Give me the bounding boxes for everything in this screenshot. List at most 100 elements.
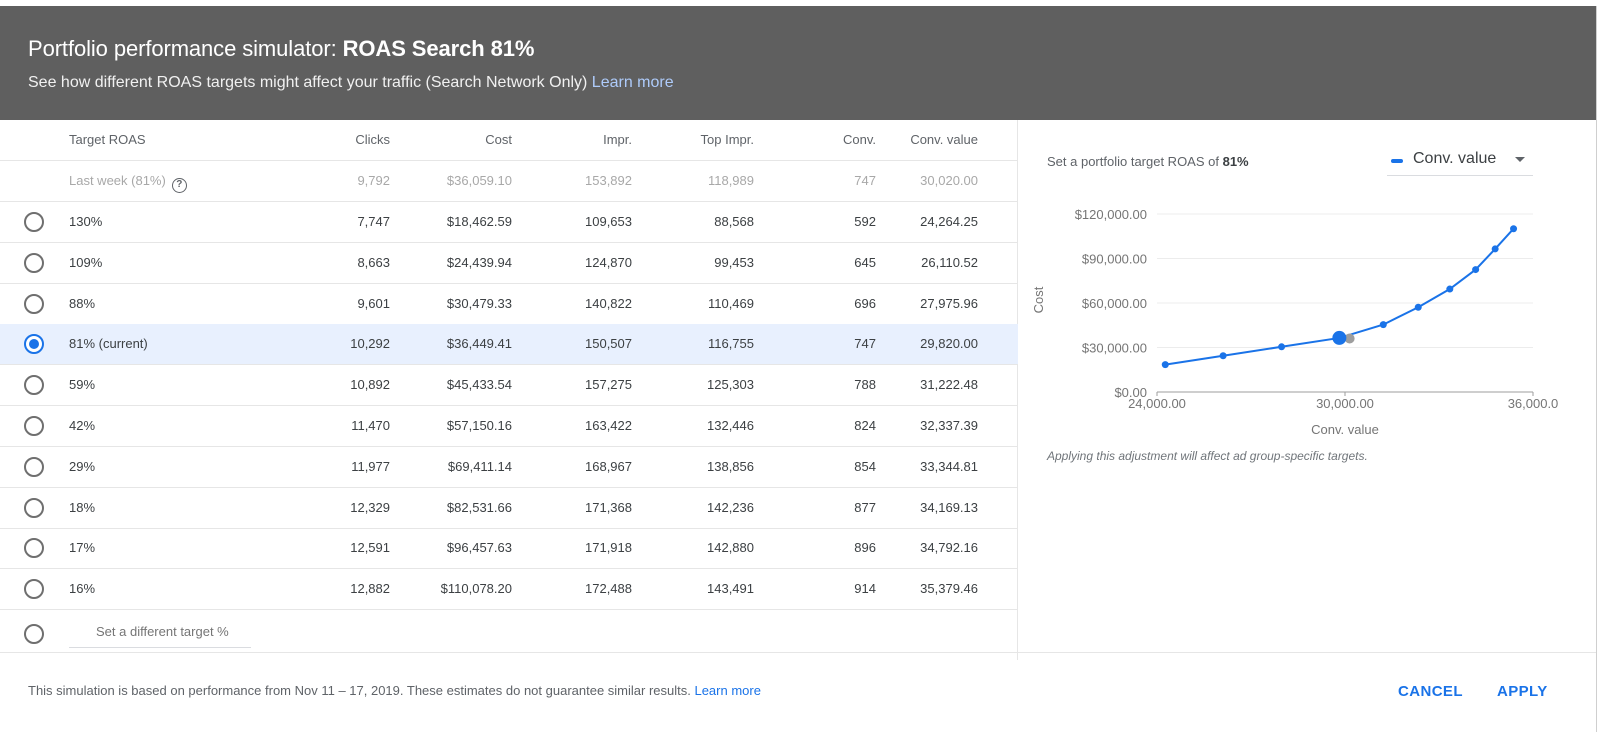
last-week-cost: $36,059.10 (446, 173, 512, 188)
cell-impr: 124,870 (585, 254, 632, 270)
table-header-row: Target ROAS Clicks Cost Impr. Top Impr. … (0, 120, 1018, 161)
target-radio[interactable] (24, 375, 44, 396)
apply-button[interactable]: APPLY (1489, 677, 1556, 706)
subtitle-text: See how different ROAS targets might aff… (28, 74, 592, 91)
cell-impr: 150,507 (585, 336, 632, 352)
cell-top-impr: 143,491 (707, 581, 754, 597)
cell-top-impr: 99,453 (714, 254, 754, 270)
chevron-down-icon (1515, 157, 1525, 162)
series-line (1165, 228, 1515, 366)
col-top-impr: Top Impr. (700, 132, 754, 147)
cell-impr: 140,822 (585, 295, 632, 311)
cell-cost: $18,462.59 (446, 214, 512, 229)
cell-clicks: 10,292 (350, 336, 390, 352)
footer-learn-more-link[interactable]: Learn more (694, 683, 761, 698)
last-week-point (1344, 333, 1355, 344)
metric-dropdown[interactable]: Conv. value (1387, 144, 1533, 176)
chart-panel: Set a portfolio target ROAS of 81% Conv.… (1019, 120, 1597, 660)
cell-conv: 896 (854, 540, 876, 556)
chart-note: Applying this adjustment will affect ad … (1047, 449, 1368, 463)
col-target-roas: Target ROAS (69, 132, 146, 147)
y-tick-label: $120,000.00 (1075, 207, 1147, 222)
table-row[interactable]: 81% (current) 10,292 $36,449.41 150,507 116,… (0, 324, 1018, 366)
last-week-text: Last week (81%) (69, 173, 166, 188)
x-tick-label: 36,000.0 (1508, 396, 1559, 411)
cell-conv-value: 32,337.39 (920, 418, 978, 433)
cell-cost: $82,531.66 (446, 499, 512, 515)
table-row[interactable]: 130% 7,747 $18,462.59 109,653 88,568 592 24,26… (0, 202, 1018, 243)
data-point (1491, 245, 1499, 253)
cell-conv: 696 (854, 295, 876, 311)
cell-impr: 168,967 (585, 458, 632, 474)
table-row[interactable]: 29% 11,977 $69,411.14 168,967 138,856 854 33,3… (0, 447, 1018, 488)
cell-clicks: 12,329 (350, 499, 390, 515)
cell-conv-value: 34,169.13 (920, 499, 978, 515)
table-row[interactable]: 42% 11,470 $57,150.16 163,422 132,446 824 32,3… (0, 406, 1018, 447)
cell-clicks: 12,882 (350, 581, 390, 597)
cell-clicks: 11,470 (351, 418, 390, 433)
table-row[interactable]: 18% 12,329 $82,531.66 171,368 142,236 877 34,1… (0, 488, 1018, 529)
target-radio[interactable] (24, 334, 44, 355)
target-radio[interactable] (24, 579, 44, 600)
y-tick-label: $60,000.00 (1082, 296, 1147, 311)
data-point (1472, 266, 1480, 274)
col-clicks: Clicks (355, 132, 390, 147)
cell-conv: 877 (854, 499, 876, 515)
table-row[interactable]: 88% 9,601 $30,479.33 140,822 110,469 696 27,97… (0, 284, 1018, 325)
last-week-conv: 747 (854, 173, 876, 188)
cell-conv-value: 27,975.96 (920, 295, 978, 311)
cell-top-impr: 125,303 (707, 377, 754, 393)
cell-top-impr: 88,568 (714, 214, 754, 229)
target-roas-value: 17% (69, 540, 96, 556)
last-week-conv-value: 30,020.00 (920, 173, 978, 188)
cell-conv-value: 24,264.25 (920, 214, 978, 229)
caption-target-value: 81% (1222, 154, 1249, 169)
x-tick-label: 30,000.00 (1316, 396, 1374, 411)
cancel-button[interactable]: CANCEL (1390, 677, 1471, 706)
y-axis-title: Cost (1031, 286, 1046, 313)
series-swatch-icon (1391, 159, 1403, 163)
help-icon[interactable]: ? (171, 178, 187, 193)
header-learn-more-link[interactable]: Learn more (591, 74, 674, 91)
custom-target-row (0, 610, 1018, 656)
cell-cost: $45,433.54 (446, 377, 512, 393)
cell-conv: 788 (854, 377, 876, 393)
last-week-clicks: 9,792 (357, 173, 390, 188)
target-radio[interactable] (24, 538, 44, 559)
cell-conv: 824 (854, 418, 876, 433)
target-radio[interactable] (24, 293, 44, 314)
x-axis-title: Conv. value (1311, 422, 1379, 437)
target-roas-value: 18% (69, 499, 96, 515)
target-roas-value: 130% (69, 214, 103, 229)
x-tick-label: 24,000.00 (1128, 396, 1186, 411)
y-tick-label: $90,000.00 (1082, 252, 1147, 267)
table-row[interactable]: 16% 12,882 $110,078.20 172,488 143,491 914 35,… (0, 569, 1018, 611)
y-tick-label: $0.00 (1114, 385, 1147, 400)
title-prefix: Portfolio performance simulator: (28, 36, 343, 61)
custom-target-input[interactable] (69, 616, 251, 648)
caption-text: Set a portfolio target ROAS of (1047, 154, 1223, 169)
simulation-table: Target ROAS Clicks Cost Impr. Top Impr. … (0, 120, 1018, 660)
dialog-footer: This simulation is based on performance … (0, 652, 1596, 732)
cost-vs-conv-value-chart[interactable]: $0.00 $30,000.00 $60,000.00 $90,000.00 $120,… (1019, 190, 1597, 440)
custom-target-radio[interactable] (24, 624, 44, 644)
target-radio[interactable] (24, 416, 44, 436)
target-roas-value: 16% (69, 581, 96, 597)
table-row[interactable]: 17% 12,591 $96,457.63 171,918 142,880 896 34,7… (0, 528, 1018, 570)
target-radio[interactable] (24, 252, 44, 273)
data-point (1446, 285, 1454, 293)
target-radio[interactable] (24, 212, 44, 232)
table-row[interactable]: 59% 10,892 $45,433.54 157,275 125,303 788 31,2… (0, 365, 1018, 407)
target-radio[interactable] (24, 497, 44, 518)
cell-impr: 172,488 (585, 581, 632, 597)
chart-caption: Set a portfolio target ROAS of 81% (1047, 154, 1249, 169)
cell-conv-value: 35,379.46 (920, 581, 978, 597)
metric-dropdown-label: Conv. value (1413, 150, 1497, 167)
cell-top-impr: 142,880 (707, 540, 754, 556)
cell-clicks: 11,977 (351, 458, 390, 474)
cell-cost: $36,449.41 (446, 336, 512, 352)
target-radio[interactable] (24, 456, 44, 477)
table-row[interactable]: 109% 8,663 $24,439.94 124,870 99,453 645 26,11… (0, 243, 1018, 284)
cell-top-impr: 116,755 (707, 336, 754, 352)
cell-conv-value: 29,820.00 (920, 336, 978, 352)
